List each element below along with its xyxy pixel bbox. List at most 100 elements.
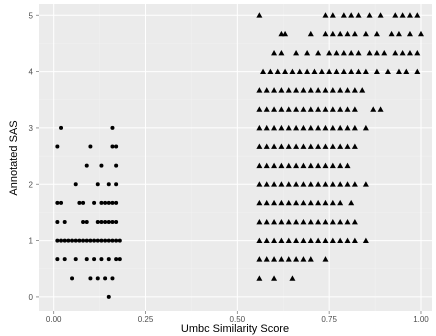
triangle-point xyxy=(278,218,285,225)
triangle-point xyxy=(315,50,322,56)
circle-point xyxy=(103,200,108,205)
triangle-point xyxy=(337,30,344,37)
triangle-point xyxy=(278,199,285,206)
triangle-point xyxy=(344,124,351,131)
triangle-point xyxy=(315,199,322,206)
triangle-point xyxy=(263,87,270,93)
triangle-point xyxy=(278,256,285,262)
triangle-point xyxy=(304,50,311,56)
circle-point xyxy=(99,219,104,224)
y-tick-label: 4 xyxy=(29,68,34,77)
triangle-point xyxy=(366,50,373,56)
circle-point xyxy=(59,238,64,243)
triangle-point xyxy=(322,256,329,262)
triangle-point xyxy=(307,143,314,149)
y-axis-ticks: 0 1 2 3 4 5 xyxy=(29,11,39,302)
triangle-point xyxy=(278,124,285,131)
triangle-point xyxy=(337,106,344,112)
y-tick-label: 1 xyxy=(29,237,34,246)
circle-point xyxy=(106,294,111,299)
triangle-point xyxy=(285,87,292,93)
x-tick-label: 0.25 xyxy=(138,315,154,324)
triangle-point xyxy=(263,124,270,131)
triangle-point xyxy=(300,181,307,187)
triangle-point xyxy=(263,218,270,225)
circle-point xyxy=(99,163,104,168)
triangle-point xyxy=(351,218,358,225)
triangle-point xyxy=(271,50,278,56)
triangle-point xyxy=(271,124,278,131)
triangle-point xyxy=(293,181,300,187)
circle-point xyxy=(92,238,97,243)
triangle-point xyxy=(307,181,314,187)
circle-point xyxy=(95,276,100,281)
triangle-point xyxy=(351,124,358,131)
triangle-point xyxy=(307,30,314,37)
triangle-point xyxy=(417,30,424,37)
triangle-point xyxy=(337,181,344,187)
triangle-point xyxy=(271,106,278,112)
triangle-point xyxy=(256,218,263,225)
triangle-point xyxy=(293,87,300,93)
triangle-point xyxy=(293,143,300,149)
triangle-point xyxy=(337,199,344,206)
triangle-point xyxy=(285,256,292,262)
triangle-point xyxy=(399,12,406,18)
triangle-point xyxy=(256,181,263,187)
triangle-point xyxy=(293,124,300,131)
triangle-point xyxy=(340,50,347,56)
circle-point xyxy=(55,200,60,205)
circle-point xyxy=(117,238,122,243)
triangle-point xyxy=(414,68,421,74)
triangle-point xyxy=(406,50,413,56)
triangle-point xyxy=(271,275,278,281)
triangle-point xyxy=(344,30,351,37)
triangle-point xyxy=(256,162,263,169)
circle-point xyxy=(95,219,100,224)
triangle-point xyxy=(256,12,263,18)
triangle-point xyxy=(293,237,300,243)
triangle-point xyxy=(322,106,329,112)
triangle-point xyxy=(307,218,314,225)
circle-point xyxy=(81,200,86,205)
circle-point xyxy=(55,144,60,149)
triangle-point xyxy=(260,68,267,74)
circle-point xyxy=(106,182,111,187)
x-tick-label: 0.50 xyxy=(230,315,246,324)
triangle-point xyxy=(271,218,278,225)
triangle-point xyxy=(285,106,292,112)
triangle-point xyxy=(278,162,285,169)
circle-point xyxy=(103,219,108,224)
circle-point xyxy=(88,238,93,243)
triangle-point xyxy=(329,143,336,149)
triangle-point xyxy=(300,162,307,169)
triangle-point xyxy=(285,143,292,149)
triangle-point xyxy=(278,181,285,187)
triangle-point xyxy=(293,218,300,225)
grid-lines xyxy=(39,4,432,311)
triangle-point xyxy=(293,256,300,262)
triangle-point xyxy=(307,237,314,243)
triangle-point xyxy=(307,162,314,169)
circle-point xyxy=(55,219,60,224)
triangle-point xyxy=(370,106,377,112)
triangle-point xyxy=(300,143,307,149)
triangle-point xyxy=(322,12,329,18)
triangle-point xyxy=(300,106,307,112)
circle-point xyxy=(110,276,115,281)
circle-point xyxy=(92,257,97,262)
triangle-point xyxy=(263,106,270,112)
triangle-point xyxy=(256,237,263,243)
triangle-point xyxy=(282,68,289,74)
circle-point xyxy=(62,238,67,243)
x-tick-label: 0.00 xyxy=(46,315,62,324)
circle-point xyxy=(70,238,75,243)
triangle-point xyxy=(351,237,358,243)
circle-point xyxy=(103,276,108,281)
triangle-point xyxy=(337,218,344,225)
triangle-point xyxy=(348,68,355,74)
triangle-point xyxy=(395,30,402,37)
triangle-point xyxy=(344,162,351,169)
triangle-point xyxy=(329,124,336,131)
triangle-point xyxy=(399,50,406,56)
